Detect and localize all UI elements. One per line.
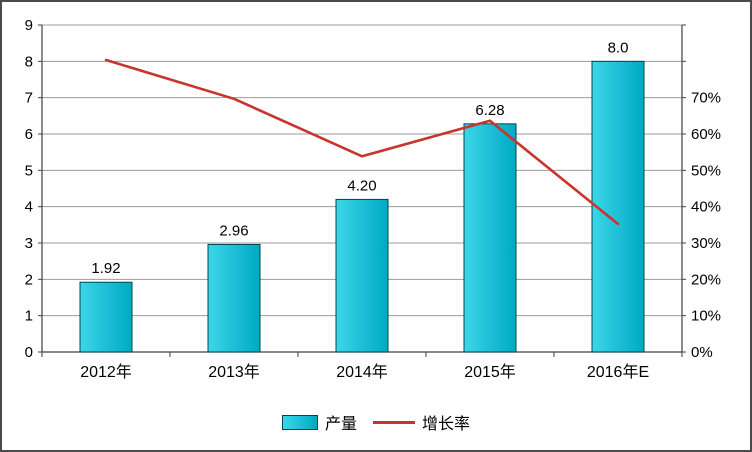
y-axis-label-left: 0 — [25, 344, 33, 361]
bar-production — [591, 60, 645, 353]
x-axis-label: 2012年 — [80, 363, 132, 381]
bar-value-label: 4.20 — [347, 177, 376, 194]
growth-rate-line — [104, 58, 620, 226]
x-axis-label: 2013年 — [208, 363, 260, 381]
legend-label-growth-rate: 增长率 — [422, 416, 471, 433]
bar-value-label: 1.92 — [91, 260, 120, 277]
x-axis-label: 2015年 — [464, 363, 516, 381]
bar-production — [79, 281, 133, 353]
y-axis-label-right: 50% — [691, 162, 721, 179]
y-axis-label-left: 8 — [25, 53, 33, 70]
legend-label-production: 产量 — [324, 416, 357, 433]
legend-item-production: 产量 — [281, 410, 357, 434]
y-axis-label-left: 5 — [25, 162, 33, 179]
y-axis-label-left: 9 — [25, 17, 33, 34]
x-axis-label: 2014年 — [336, 363, 388, 381]
y-axis-label-left: 6 — [25, 126, 33, 143]
y-axis-label-left: 2 — [25, 271, 33, 288]
y-axis-label-right: 70% — [691, 90, 721, 107]
bar-value-label: 6.28 — [475, 102, 504, 119]
y-axis-label-left: 7 — [25, 90, 33, 107]
y-axis-label-right: 40% — [691, 199, 721, 216]
y-axis-label-right: 0% — [691, 344, 713, 361]
y-axis-label-right: 10% — [691, 308, 721, 325]
bar-value-label: 8.0 — [608, 39, 629, 56]
bar-production — [335, 198, 389, 353]
bar-value-label: 2.96 — [219, 222, 248, 239]
line-series-swatch — [373, 420, 415, 424]
legend: 产量 增长率 — [2, 410, 750, 434]
y-axis-label-left: 3 — [25, 235, 33, 252]
legend-item-growth-rate: 增长率 — [373, 410, 470, 434]
bar-production — [463, 123, 517, 353]
y-axis-label-right: 20% — [691, 271, 721, 288]
x-axis-label: 2016年E — [587, 363, 649, 381]
bar-series-swatch — [281, 414, 318, 430]
bar-production — [207, 243, 261, 353]
y-axis-label-left: 4 — [25, 199, 33, 216]
y-axis-label-left: 1 — [25, 308, 33, 325]
y-axis-label-right: 60% — [691, 126, 721, 143]
y-axis-label-right: 30% — [691, 235, 721, 252]
